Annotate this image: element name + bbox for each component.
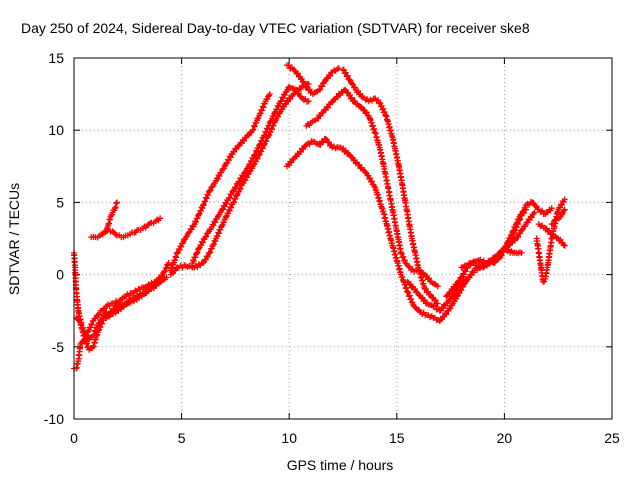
plus-marks xyxy=(284,135,443,324)
y-tick-label: -10 xyxy=(44,411,64,427)
series-arc-14 xyxy=(340,66,383,106)
grid-lines xyxy=(74,58,612,419)
series-arc-23 xyxy=(548,206,568,228)
plus-marks xyxy=(103,199,120,235)
plus-marks xyxy=(535,221,568,249)
series-arc-11 xyxy=(284,62,342,98)
series-arc-15 xyxy=(376,99,441,307)
plus-marks xyxy=(340,66,383,106)
series-arc-5 xyxy=(103,199,120,235)
plus-marks xyxy=(167,80,312,278)
plus-marks xyxy=(135,260,172,300)
axis-ticks xyxy=(73,57,613,420)
x-tick-label: 15 xyxy=(389,430,405,446)
series-arc-16 xyxy=(404,275,469,314)
x-tick-label: 0 xyxy=(70,430,78,446)
plus-marks xyxy=(189,83,312,266)
x-tick-label: 5 xyxy=(178,430,186,446)
series-arc-21 xyxy=(533,196,568,285)
x-tick-label: 25 xyxy=(604,430,620,446)
y-axis-label: SDTVAR / TECUs xyxy=(6,183,22,295)
plus-marks xyxy=(376,99,441,307)
series-arc-13 xyxy=(303,86,441,290)
series-arc-4 xyxy=(88,215,164,241)
y-tick-label: -5 xyxy=(52,339,65,355)
series-arc-7 xyxy=(135,260,172,300)
series-arc-20 xyxy=(490,206,529,266)
plus-marks xyxy=(533,196,568,285)
series-arc-12 xyxy=(284,135,443,324)
series-arc-10 xyxy=(189,83,312,266)
x-axis-label: GPS time / hours xyxy=(287,457,394,473)
x-tick-label: 10 xyxy=(281,430,297,446)
y-tick-label: 5 xyxy=(56,194,64,210)
series-arc-8 xyxy=(167,91,273,274)
plus-marks xyxy=(167,91,273,274)
y-tick-label: 0 xyxy=(56,267,64,283)
plus-marks xyxy=(548,206,568,228)
plot-frame xyxy=(73,57,613,420)
y-tick-label: 15 xyxy=(48,50,64,66)
series-arc-22 xyxy=(535,221,568,249)
x-tick-label: 20 xyxy=(497,430,513,446)
plus-marks xyxy=(88,215,164,241)
plus-marks xyxy=(284,62,342,98)
data-points xyxy=(71,62,568,372)
series-arc-9 xyxy=(167,80,312,278)
plus-marks xyxy=(490,206,529,266)
x-tick-labels: 0 5 10 15 20 25 xyxy=(70,430,620,446)
chart-title: Day 250 of 2024, Sidereal Day-to-day VTE… xyxy=(21,20,530,36)
y-tick-label: 10 xyxy=(48,122,64,138)
y-tick-labels: -10 -5 0 5 10 15 xyxy=(44,50,64,427)
plus-marks xyxy=(404,275,469,314)
plus-marks xyxy=(303,86,441,290)
